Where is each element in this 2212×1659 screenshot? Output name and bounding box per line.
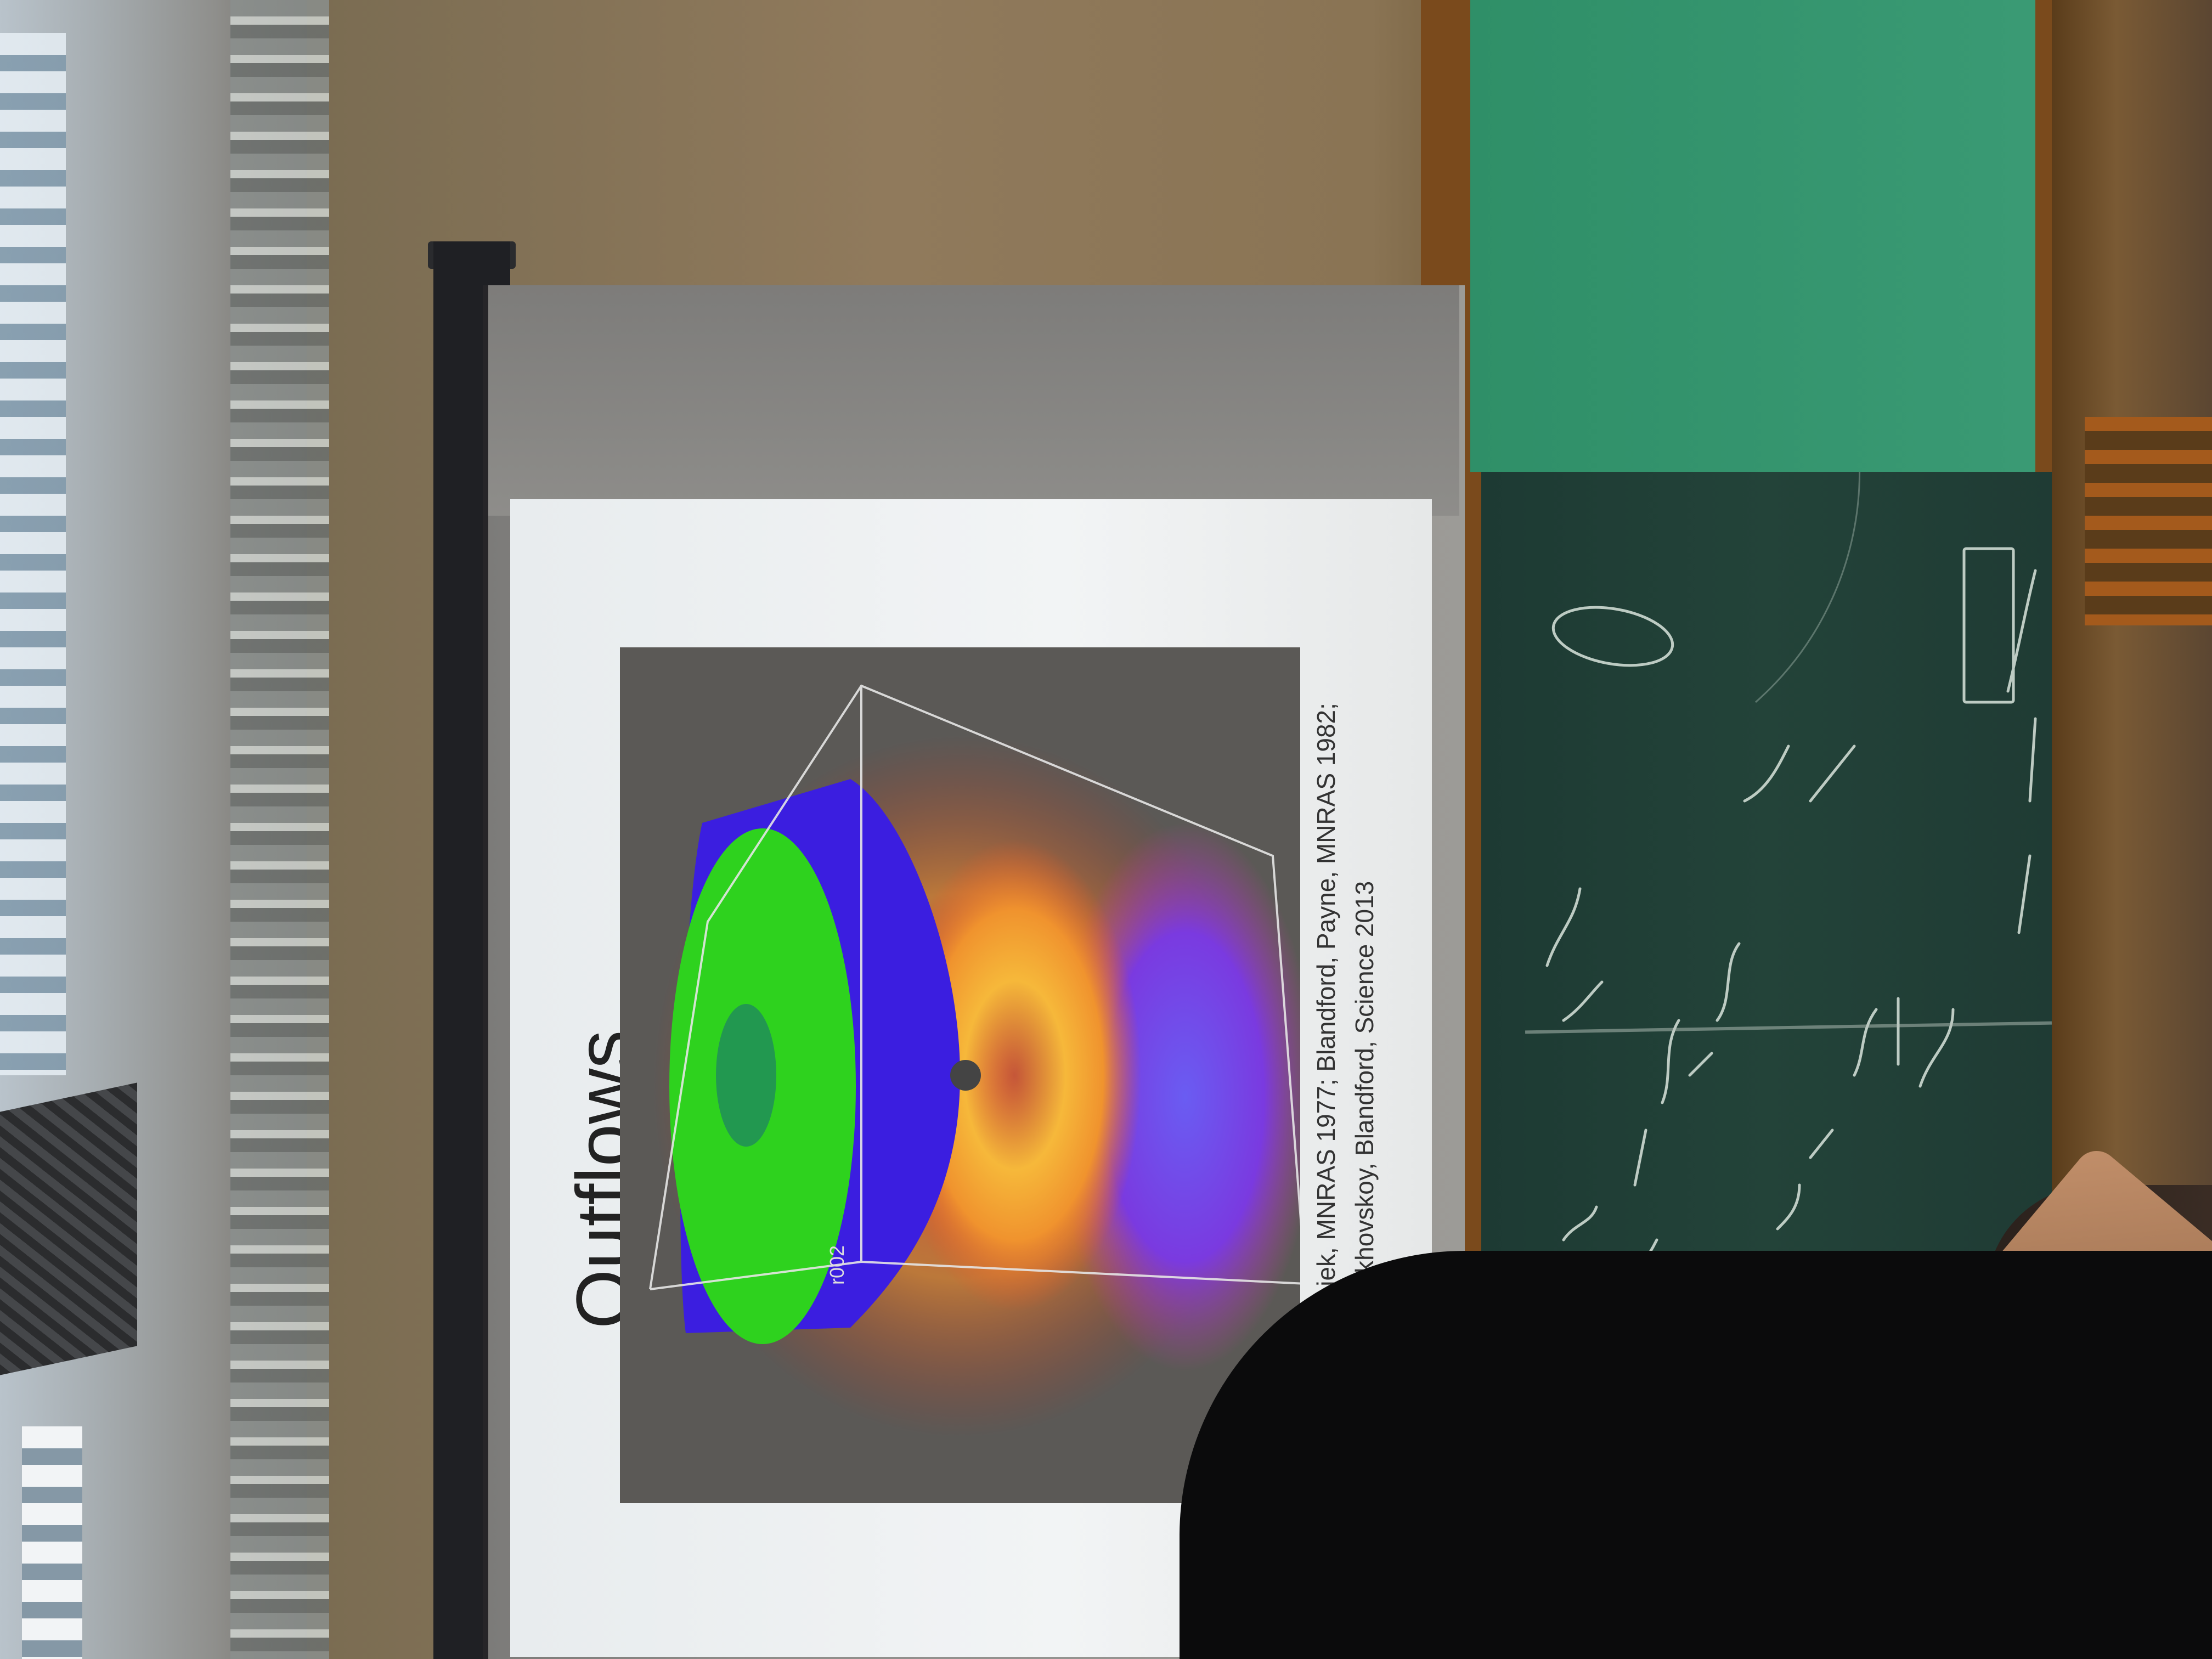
decorative-pillar <box>230 0 329 1659</box>
air-vent <box>0 1082 137 1375</box>
blackboard-dark-panel <box>1481 472 2052 1361</box>
window-blinds-lower <box>22 1426 82 1659</box>
chalk-equations <box>1481 472 2052 1361</box>
blackboard-green-panel <box>1470 0 2035 472</box>
wooden-shelf <box>2085 417 2212 625</box>
window-blinds <box>0 33 66 1075</box>
audience-head-silhouette <box>1180 1251 2212 1659</box>
jet-simulation-visualization: r002 <box>620 647 1300 1503</box>
viz-axis-label: r002 <box>826 1245 849 1285</box>
screen-unlit-band <box>488 285 1459 516</box>
